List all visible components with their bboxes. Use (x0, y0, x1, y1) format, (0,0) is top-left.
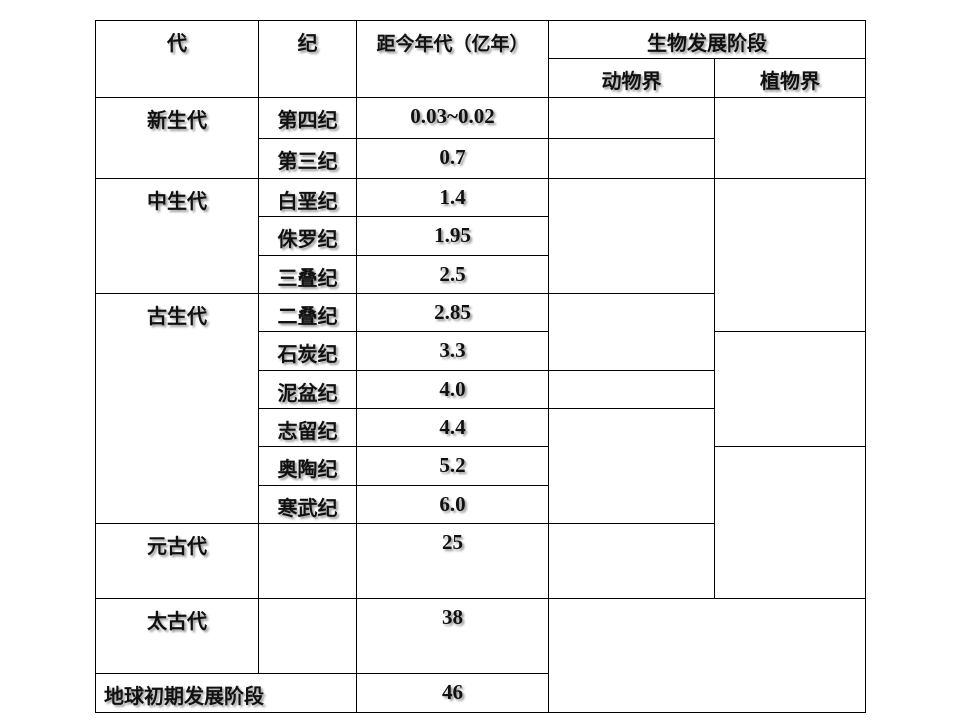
animal-cell (548, 97, 715, 139)
age-cell: 2.5 (356, 255, 549, 294)
era-cell: 地球初期发展阶段 (95, 673, 357, 713)
age-cell: 4.4 (356, 408, 549, 447)
header-bio-stage: 生物发展阶段 (548, 20, 866, 59)
age-cell: 1.4 (356, 178, 549, 217)
period-cell: 白垩纪 (258, 178, 357, 217)
period-cell: 寒武纪 (258, 485, 357, 524)
period-cell: 泥盆纪 (258, 370, 357, 409)
plant-cell (714, 446, 866, 599)
era-cell: 新生代 (95, 97, 259, 179)
period-cell: 奥陶纪 (258, 446, 357, 486)
period-cell: 二叠纪 (258, 293, 357, 332)
period-cell-empty (258, 598, 357, 674)
age-cell: 38 (356, 598, 549, 674)
animal-cell (548, 138, 715, 179)
age-cell: 4.0 (356, 370, 549, 409)
header-animal: 动物界 (548, 58, 715, 98)
bio-cell-merged (548, 598, 866, 713)
animal-cell (548, 523, 715, 599)
plant-cell (714, 178, 866, 332)
era-cell: 古生代 (95, 293, 259, 524)
era-cell: 太古代 (95, 598, 259, 674)
age-cell: 3.3 (356, 331, 549, 371)
animal-cell (548, 370, 715, 409)
age-cell: 46 (356, 673, 549, 713)
age-cell: 0.7 (356, 138, 549, 179)
age-cell: 2.85 (356, 293, 549, 332)
plant-cell (714, 331, 866, 447)
period-cell: 三叠纪 (258, 255, 357, 294)
animal-cell (548, 293, 715, 371)
era-cell: 元古代 (95, 523, 259, 599)
header-era: 代 (95, 20, 259, 98)
plant-cell (714, 97, 866, 179)
age-cell: 1.95 (356, 216, 549, 256)
age-cell: 5.2 (356, 446, 549, 486)
age-cell: 6.0 (356, 485, 549, 524)
age-cell: 25 (356, 523, 549, 599)
animal-cell (548, 178, 715, 294)
age-cell: 0.03~0.02 (356, 97, 549, 139)
period-cell: 石炭纪 (258, 331, 357, 371)
header-period: 纪 (258, 20, 357, 98)
period-cell-empty (258, 523, 357, 599)
header-plant: 植物界 (714, 58, 866, 98)
era-cell: 中生代 (95, 178, 259, 294)
period-cell: 第三纪 (258, 138, 357, 179)
animal-cell (548, 408, 715, 524)
period-cell: 志留纪 (258, 408, 357, 447)
period-cell: 第四纪 (258, 97, 357, 139)
header-age: 距今年代（亿年） (356, 20, 549, 98)
period-cell: 侏罗纪 (258, 216, 357, 256)
